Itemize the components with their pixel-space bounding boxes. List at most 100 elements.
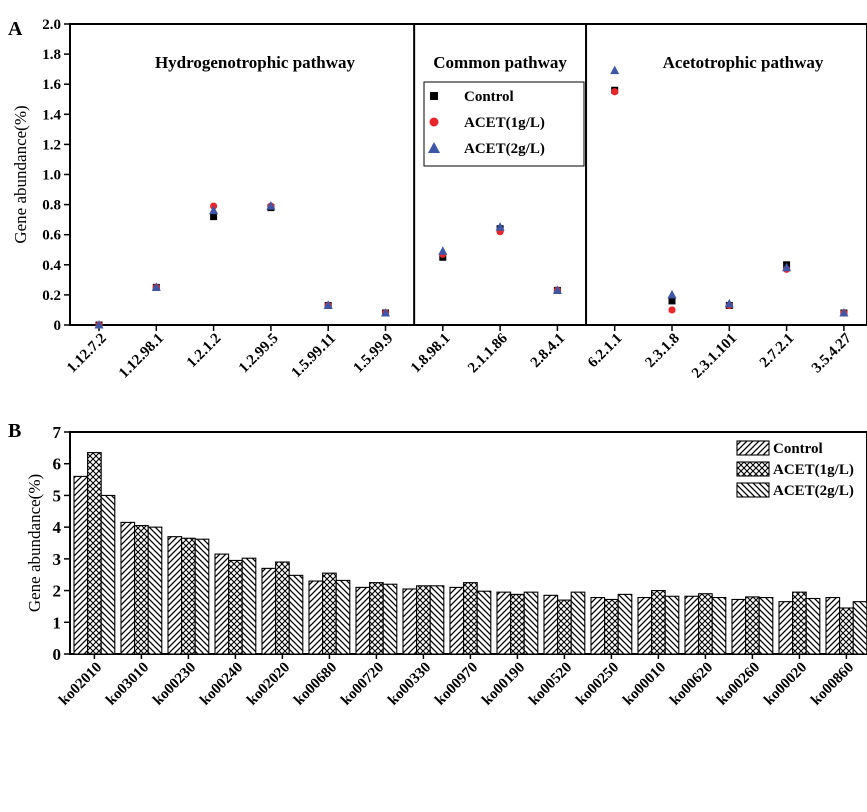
bar-diagonal [73,475,89,655]
bar-diagonal [543,594,559,655]
data-point-control [210,213,218,221]
x-tick-label: 2.7.2.1 [757,331,797,371]
y-tick-label: 2 [53,582,62,601]
x-tick-label: 1.8.98.1 [408,331,454,377]
legend-label: Control [464,89,514,105]
bar-crosshatch [557,599,572,655]
legend-swatch-crosshatch [736,461,770,477]
x-tick-label: ko00020 [761,660,810,709]
bar-diagonal [120,521,136,655]
bar-backdiagonal [335,579,351,655]
panel-a-label: A [8,18,23,40]
x-tick-label: ko00970 [432,660,481,709]
legend-marker-acet-2g [428,142,440,153]
data-point-acet-2g [724,298,734,308]
bar-backdiagonal [805,597,821,655]
bar-backdiagonal [476,590,492,655]
bar-backdiagonal [429,585,445,655]
x-tick-label: 6.2.1.1 [585,331,625,371]
bar-backdiagonal [758,596,774,655]
bar-backdiagonal [617,593,633,655]
bar-crosshatch [181,537,196,655]
data-point-acet-2g [94,320,104,329]
x-tick-label: 1.12.98.1 [116,331,167,382]
data-point-acet-2g [839,307,849,317]
bar-diagonal [496,591,512,655]
bar-crosshatch [604,598,619,655]
x-tick-label: 3.5.4.27 [809,330,855,376]
data-point-acet-2g [782,262,792,272]
x-tick-label: 2.3.1.8 [642,331,682,371]
y-tick-label: 1.8 [42,47,61,63]
legend-box [423,81,585,167]
x-tick-label: 1.5.99.9 [351,331,397,377]
x-tick-label: ko00520 [526,660,575,709]
x-tick-label: 1.2.1.2 [184,331,224,371]
x-tick-label: ko00190 [479,660,528,709]
x-tick-label: ko00330 [385,660,434,709]
bar-diagonal [637,596,653,655]
x-tick-label: ko00620 [667,660,716,709]
data-point-acet-2g [323,300,333,309]
y-axis-label: Gene abundance(%) [25,474,44,612]
bar-crosshatch [228,559,243,655]
x-tick-label: ko02020 [244,660,293,709]
legend-label: ACET(2g/L) [773,483,854,499]
panel-b-label: B [8,420,21,442]
bar-crosshatch [275,561,290,655]
bar-diagonal [261,567,277,655]
group-label: Acetotrophic pathway [663,53,824,72]
data-point-acet-2g [266,201,276,210]
bar-diagonal [731,598,747,655]
bar-diagonal [825,596,841,655]
bar-diagonal [778,601,794,655]
y-tick-label: 1.6 [42,77,61,93]
y-tick-label: 0.2 [42,288,61,304]
data-point-acet-2g [667,289,677,299]
x-tick-label: 1.5.99.11 [289,331,340,382]
legend-marker-acet-1g [429,117,439,127]
bar-diagonal [684,595,700,655]
legend-swatch-backdiagonal [736,482,770,498]
bar-backdiagonal [100,494,116,655]
bar-diagonal [402,588,418,655]
data-point-acet-2g [495,222,505,231]
x-tick-label: ko00240 [197,660,246,709]
bar-backdiagonal [523,591,539,655]
x-tick-label: ko00250 [573,660,622,709]
x-tick-label: ko00010 [620,660,669,709]
data-point-acet-2g [209,205,219,215]
x-tick-label: ko03010 [103,660,152,709]
data-point-control [668,297,676,305]
y-tick-label: 0 [54,318,62,334]
y-tick-label: 5 [53,486,62,505]
y-tick-label: 1.2 [42,137,61,153]
x-tick-label: ko02010 [56,660,105,709]
y-tick-label: 0.6 [42,228,61,244]
y-tick-label: 0.4 [42,258,61,274]
bar-diagonal [355,586,371,655]
data-point-acet-2g [151,282,161,291]
x-tick-label: ko00260 [714,660,763,709]
legend-label: ACET(1g/L) [773,462,854,478]
bar-backdiagonal [288,574,304,655]
x-tick-label: 2.3.1.101 [689,331,740,382]
data-point-acet-1g [611,88,619,96]
data-point-acet-2g [438,246,448,255]
bar-backdiagonal [147,526,163,655]
y-tick-label: 6 [53,455,62,474]
bar-diagonal [214,553,230,655]
legend-label: Control [773,441,823,457]
y-tick-label: 1.0 [42,168,61,184]
legend-swatch-diagonal [736,440,770,456]
group-label: Common pathway [433,53,567,72]
x-tick-label: ko00720 [338,660,387,709]
bar-backdiagonal [241,557,257,655]
panel-a-scatter-chart: 0 0.2 0.4 0.6 0.8 1.0 1.2 1.4 1.6 1.8 2.0 Gene abun… [11,17,867,382]
x-tick-label: ko00860 [808,660,857,709]
bar-backdiagonal [382,583,398,655]
bar-diagonal [590,596,606,655]
data-point-acet-2g [381,307,390,317]
